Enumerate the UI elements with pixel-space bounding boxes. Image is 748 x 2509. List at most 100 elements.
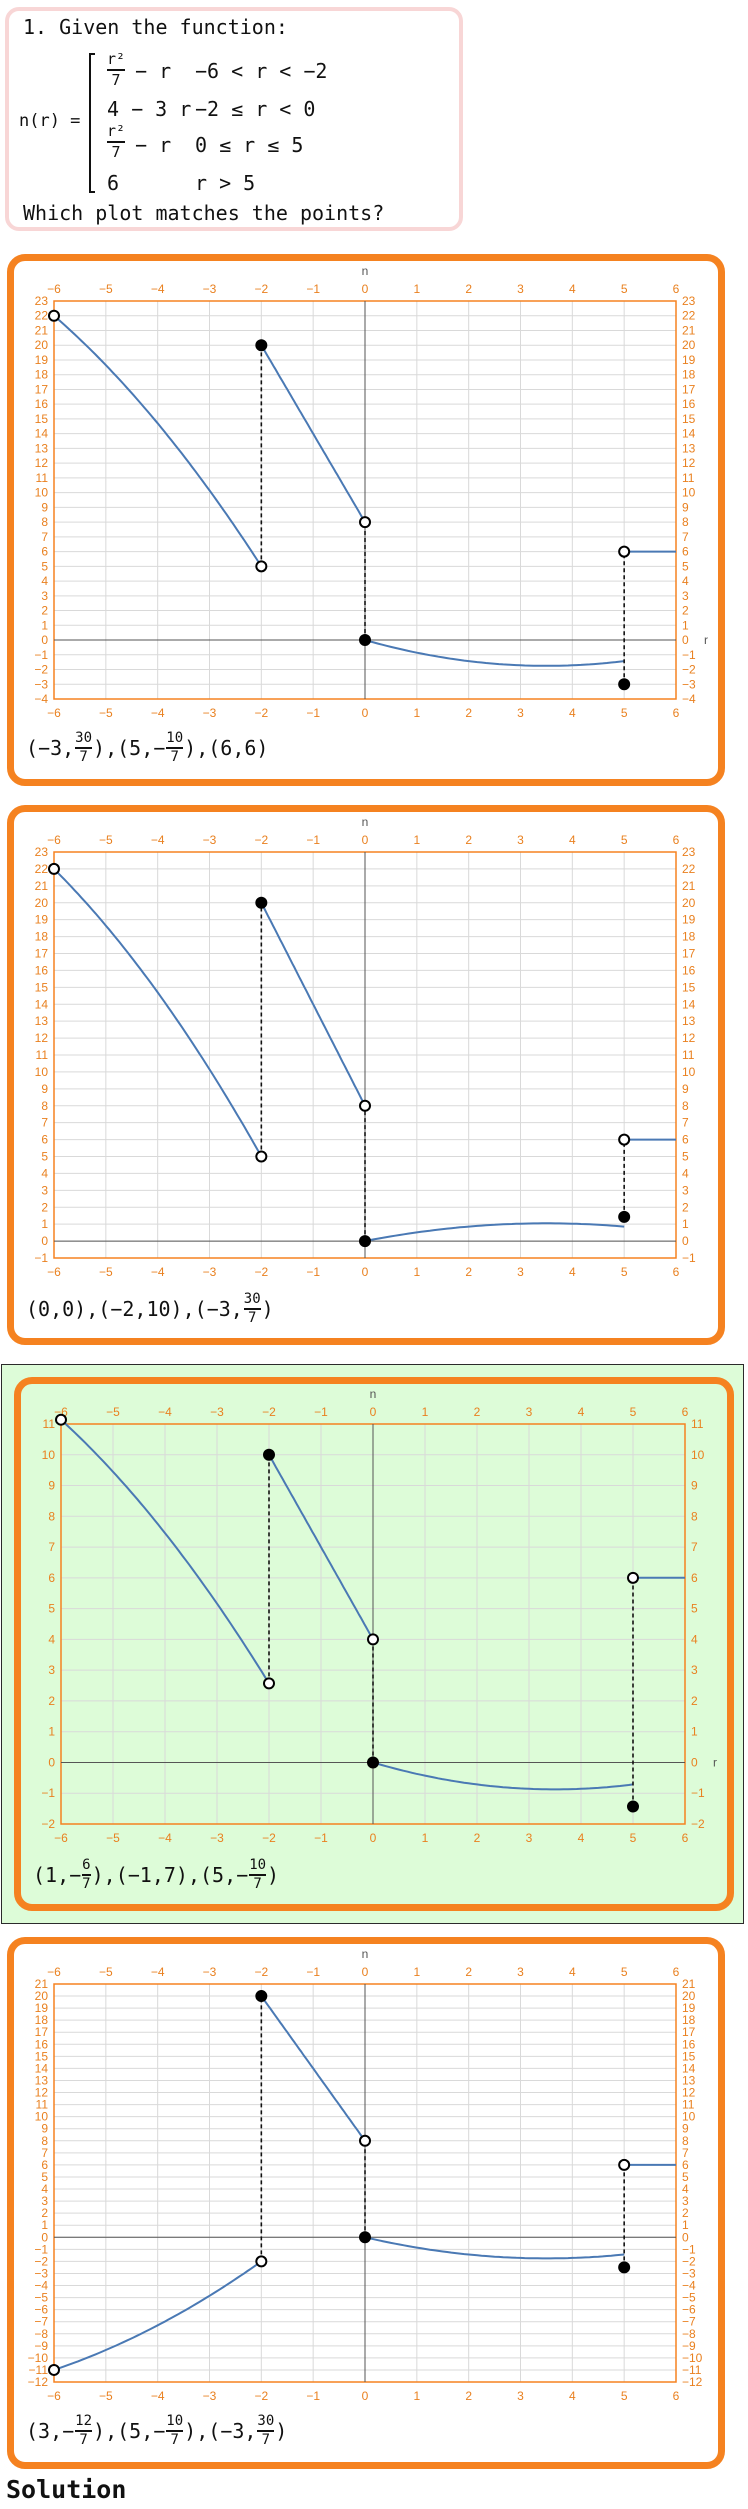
y-tick-label-right: 3: [691, 1663, 698, 1677]
y-tick-label-left: 13: [35, 441, 49, 455]
x-tick-label-bottom: 6: [673, 1265, 680, 1279]
x-tick-label-bottom: −3: [210, 1831, 224, 1845]
solution-link[interactable]: Solution: [6, 2475, 127, 2504]
y-tick-label-left: 4: [41, 574, 48, 588]
y-tick-label-left: 14: [35, 997, 49, 1011]
y-tick-label-left: 2: [41, 2206, 48, 2220]
x-tick-label-top: 5: [621, 282, 628, 296]
y-tick-label-left: 21: [35, 879, 49, 893]
y-tick-label-left: 5: [41, 559, 48, 573]
y-tick-label-left: 7: [41, 2146, 48, 2160]
y-tick-label-right: 5: [682, 1150, 689, 1164]
y-tick-label-right: 15: [682, 980, 696, 994]
answer-fraction: 10 7: [166, 730, 184, 765]
open-point: [367, 1633, 379, 1646]
option-a[interactable]: −6 −6 −5 −5 −4 −4 −3 −3 −2 −2 −1 −1 0 0 1 1 2 2 3 3 4 4 5 5 6 6 −4…: [7, 254, 725, 786]
x-tick-label-bottom: −4: [151, 1265, 165, 1279]
x-tick-label-bottom: −4: [151, 2389, 165, 2403]
y-tick-label-right: 2: [682, 2206, 689, 2220]
y-tick-label-right: 8: [682, 1099, 689, 1113]
closed-point: [618, 2261, 631, 2274]
x-tick-label-top: 3: [526, 1405, 533, 1419]
y-tick-label-left: 5: [41, 2170, 48, 2184]
y-tick-label-left: 16: [35, 397, 49, 411]
y-tick-label-right: 0: [682, 633, 689, 647]
option-c[interactable]: −6 −6 −5 −5 −4 −4 −3 −3 −2 −2 −1 −1 0 0 1 1 2 2 3 3 4 4 5 5 6 6 −2…: [14, 1377, 734, 1911]
option-a-plot: −6−6−5−5−4−4−3−3−2−2−1−100112233445566−4…: [34, 264, 708, 720]
x-tick-label-top: −5: [99, 833, 113, 847]
y-tick-label-right: 8: [682, 2134, 689, 2148]
function-label: n(r) =: [19, 111, 81, 131]
y-tick-label-left: 13: [35, 1014, 49, 1028]
open-point: [618, 545, 631, 558]
y-tick-label-left: −4: [34, 692, 48, 706]
y-tick-label-right: 10: [682, 486, 696, 500]
y-tick-label-left: 6: [41, 1133, 48, 1147]
y-tick-label-left: 8: [41, 2134, 48, 2148]
y-tick-label-left: 8: [41, 1099, 48, 1113]
answer-fraction: 30 7: [75, 730, 93, 765]
y-tick-label-left: 19: [35, 2001, 49, 2015]
y-tick-label-left: 14: [35, 2061, 49, 2075]
y-tick-label-right: 0: [682, 2230, 689, 2244]
option-b[interactable]: −6 −6 −5 −5 −4 −4 −3 −3 −2 −2 −1 −1 0 0 1 1 2 2 3 3 4 4 5 5 6 6 −1…: [7, 805, 725, 1345]
y-tick-label-right: 10: [682, 2110, 696, 2124]
y-tick-label-right: 0: [682, 1234, 689, 1248]
x-tick-label-top: −4: [158, 1405, 172, 1419]
y-tick-label-left: 13: [35, 2073, 49, 2087]
y-tick-label-right: −4: [682, 692, 696, 706]
y-tick-label-right: −4: [682, 2279, 696, 2293]
x-tick-label-top: −3: [203, 833, 217, 847]
y-tick-label-right: 15: [682, 2049, 696, 2063]
x-tick-label-bottom: 1: [413, 706, 420, 720]
y-tick-label-right: 7: [682, 1116, 689, 1130]
y-tick-label-right: 11: [682, 1048, 695, 1062]
y-tick-label-right: 7: [682, 2146, 689, 2160]
y-tick-label-left: −1: [41, 1786, 55, 1800]
x-tick-label-top: −2: [262, 1405, 276, 1419]
curve-segment: [53, 2260, 262, 2371]
closed-point: [255, 339, 268, 352]
x-tick-label-top: 3: [517, 833, 524, 847]
y-tick-label-right: 13: [682, 441, 696, 455]
x-tick-label-bottom: −6: [47, 2389, 61, 2403]
y-tick-label-right: 3: [682, 589, 689, 603]
x-tick-label-bottom: 1: [422, 1831, 429, 1845]
option-d[interactable]: −6 −6 −5 −5 −4 −4 −3 −3 −2 −2 −1 −1 0 0 1 1 2 2 3 3 4 4 5 5 6 6 −1…: [7, 1937, 725, 2469]
y-tick-label-right: −5: [682, 2291, 696, 2305]
y-tick-label-right: −10: [682, 2351, 703, 2365]
y-tick-label-right: 9: [682, 1082, 689, 1096]
y-tick-label-left: −11: [29, 2363, 49, 2377]
curve-segment: [268, 1454, 374, 1640]
y-tick-label-right: 12: [682, 1031, 696, 1045]
y-tick-label-right: −9: [682, 2339, 696, 2353]
y-tick-label-left: 23: [35, 845, 49, 859]
y-tick-label-left: 18: [35, 368, 49, 382]
y-tick-label-right: 10: [682, 1065, 696, 1079]
y-tick-label-left: −6: [34, 2303, 48, 2317]
x-tick-label-bottom: −6: [54, 1831, 68, 1845]
piece-2-expr: 4 − 3 r: [107, 97, 192, 121]
option-a-answer: (−3, 30 7), (5, −10 7), (6, 6): [26, 730, 269, 765]
y-tick-label-right: 6: [682, 2158, 689, 2172]
y-tick-label-right: 16: [682, 2037, 696, 2051]
y-tick-label-right: −1: [682, 648, 696, 662]
y-tick-label-left: 10: [42, 1448, 56, 1462]
x-tick-label-bottom: 1: [413, 2389, 420, 2403]
y-tick-label-left: 11: [36, 1048, 49, 1062]
y-tick-label-right: 14: [682, 997, 696, 1011]
y-tick-label-right: −1: [682, 1251, 696, 1265]
y-tick-label-left: −12: [28, 2375, 49, 2389]
y-tick-label-right: −1: [691, 1786, 705, 1800]
y-tick-label-right: −3: [682, 2266, 696, 2280]
y-tick-label-left: −5: [34, 2291, 48, 2305]
x-tick-label-bottom: −3: [203, 1265, 217, 1279]
x-tick-label-top: 0: [362, 833, 369, 847]
closed-point: [359, 634, 371, 647]
y-tick-label-right: −2: [682, 2254, 696, 2268]
y-tick-label-left: 3: [48, 1663, 55, 1677]
x-tick-label-bottom: 0: [362, 2389, 369, 2403]
y-tick-label-right: 19: [682, 913, 696, 927]
x-tick-label-bottom: 0: [370, 1831, 377, 1845]
